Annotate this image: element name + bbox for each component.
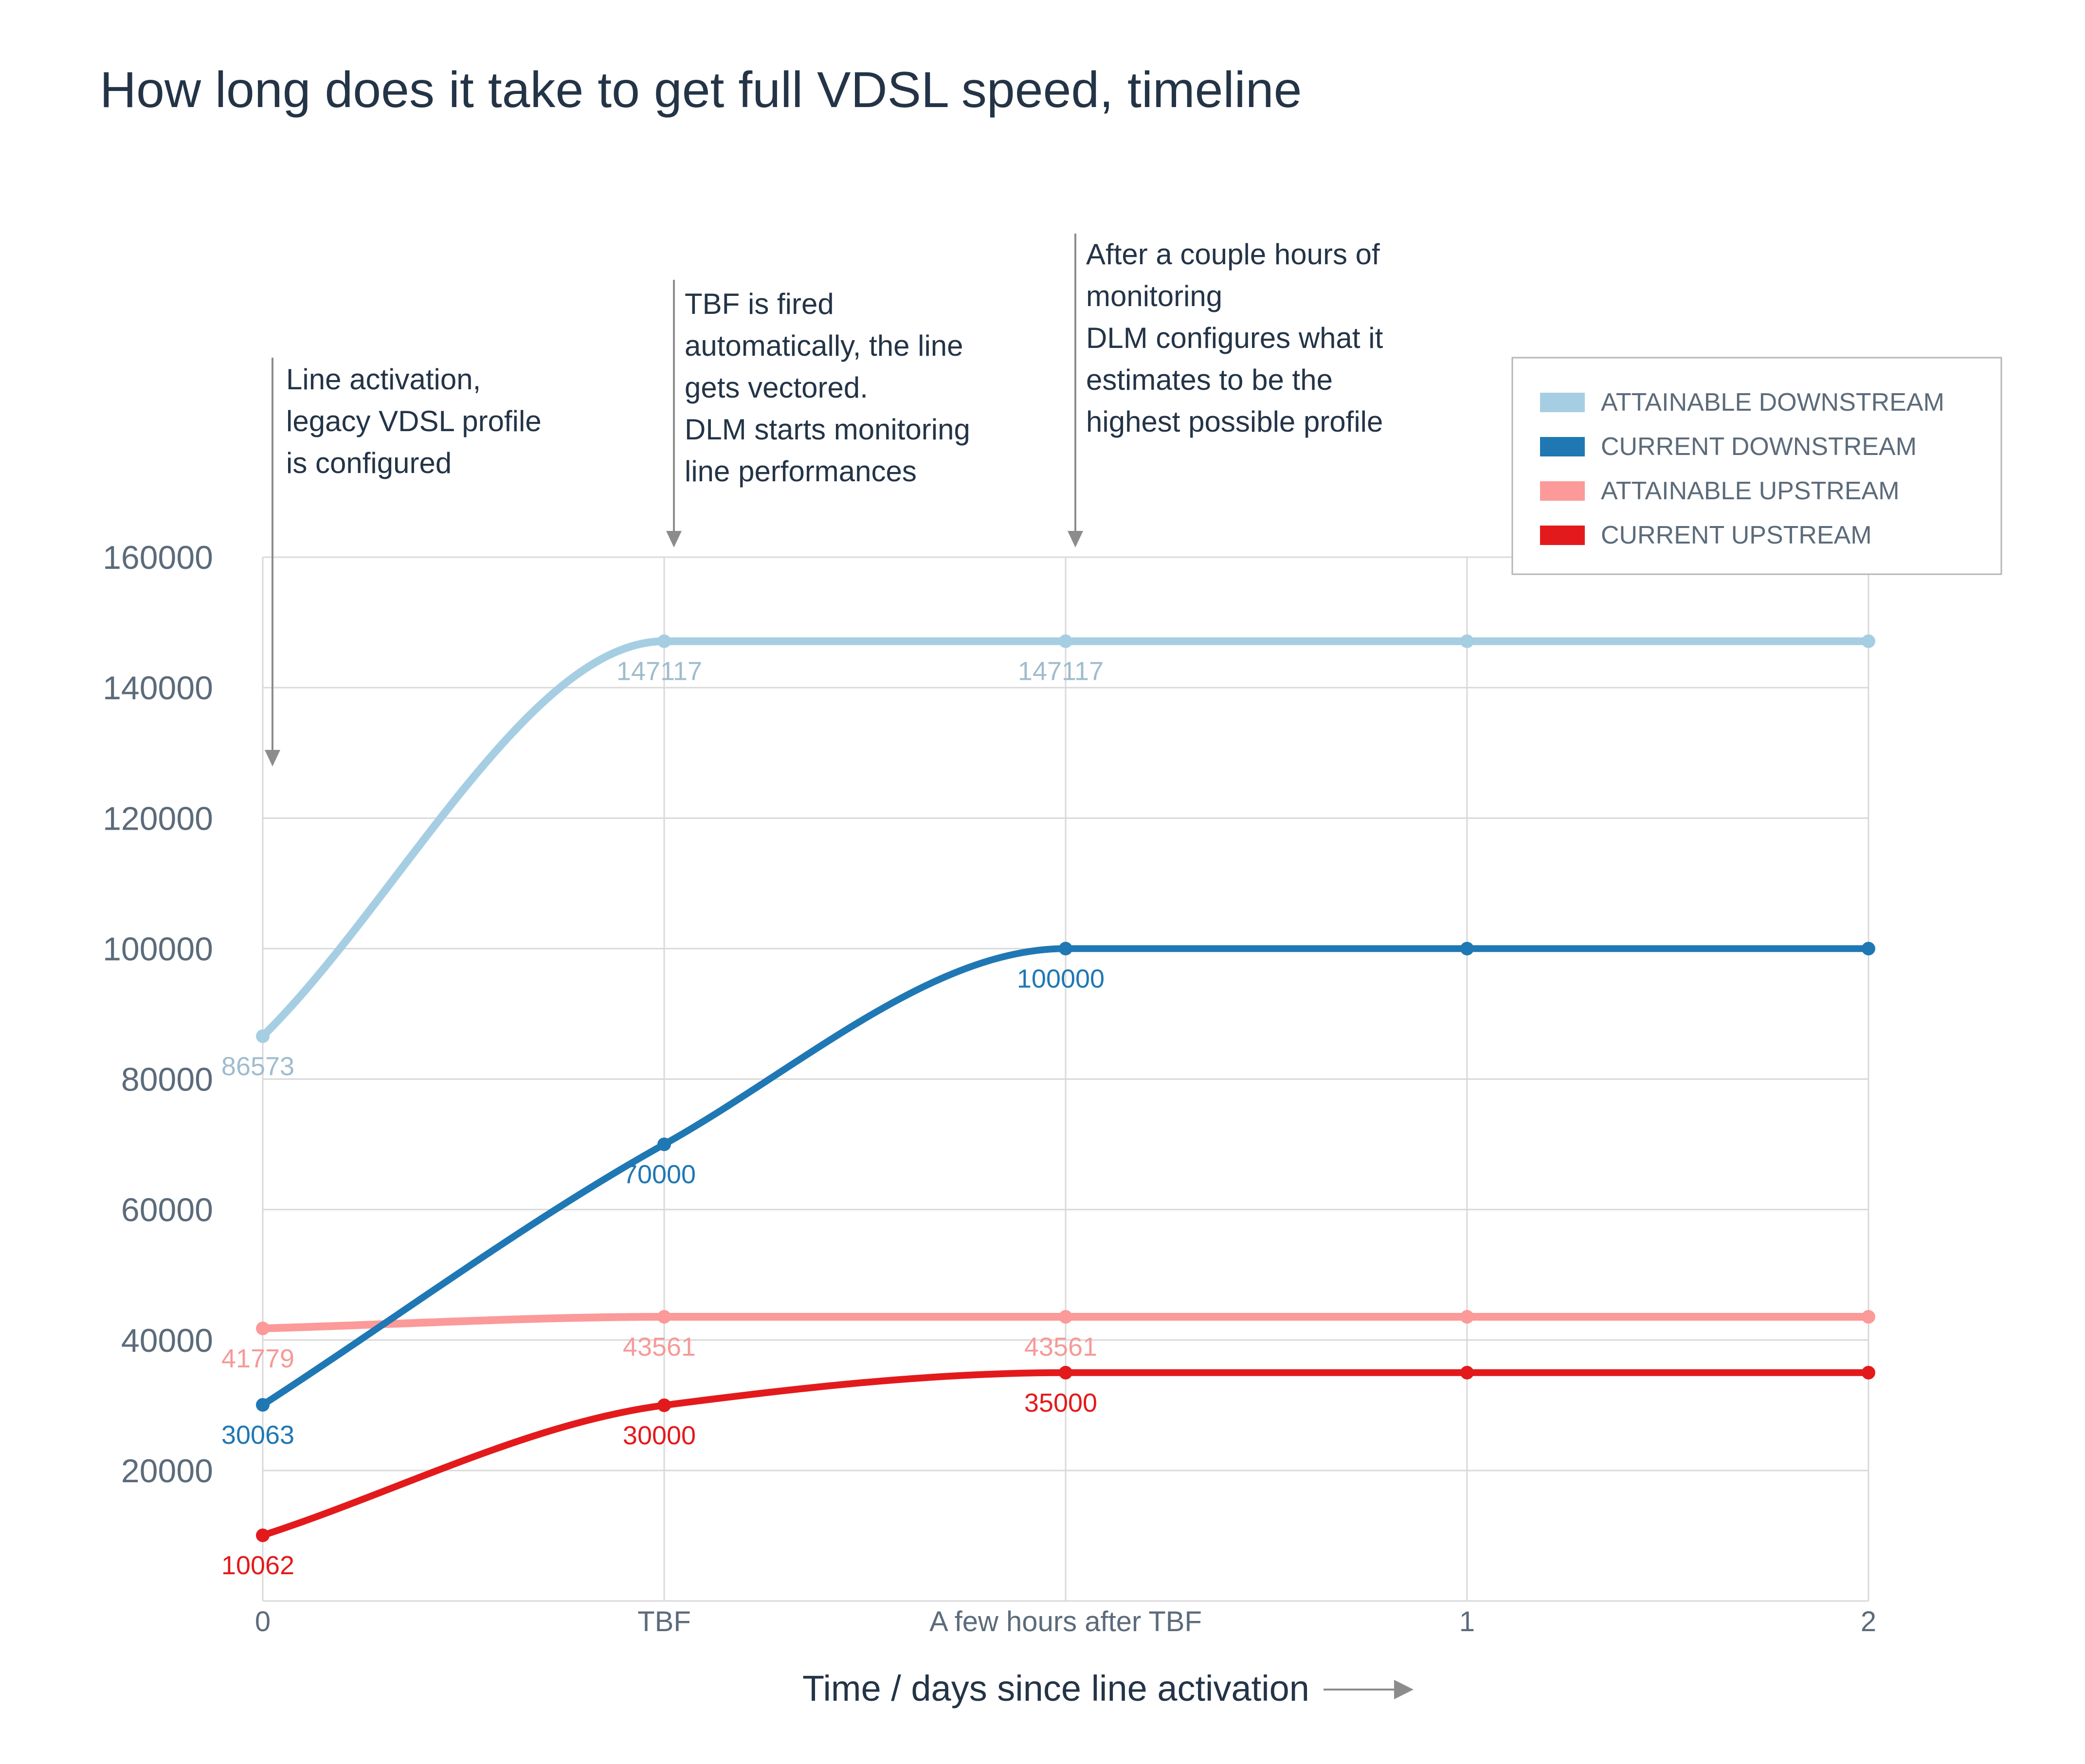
data-point-current-upstream bbox=[1059, 1365, 1072, 1380]
annotation-arrow-head bbox=[666, 531, 682, 547]
x-tick-label-a-few-hours-after-tbf: A few hours after TBF bbox=[929, 1606, 1202, 1637]
annotation-text: monitoring bbox=[1086, 280, 1222, 312]
data-point-attainable-downstream bbox=[657, 634, 671, 648]
chart-title: How long does it take to get full VDSL s… bbox=[100, 62, 1302, 118]
data-label-current-upstream: 35000 bbox=[1024, 1388, 1097, 1418]
data-point-attainable-upstream bbox=[1862, 1310, 1875, 1324]
annotation-arrow-head bbox=[265, 750, 280, 766]
data-point-current-downstream bbox=[1862, 942, 1875, 956]
x-axis-arrow-head bbox=[1394, 1680, 1414, 1699]
data-point-current-upstream bbox=[657, 1398, 671, 1412]
data-point-attainable-upstream bbox=[657, 1310, 671, 1324]
x-axis: 0 TBF A few hours after TBF 1 2 bbox=[255, 1606, 1876, 1637]
legend-label-current-downstream: CURRENT DOWNSTREAM bbox=[1601, 433, 1917, 461]
x-tick-label-1: 1 bbox=[1459, 1606, 1475, 1637]
data-point-attainable-upstream bbox=[256, 1321, 270, 1335]
legend-box bbox=[1511, 357, 2002, 575]
y-tick-label: 160000 bbox=[103, 539, 213, 576]
annotation-text: highest possible profile bbox=[1086, 405, 1383, 438]
x-tick-label-tbf: TBF bbox=[637, 1606, 691, 1637]
data-label-current-downstream: 70000 bbox=[623, 1160, 696, 1189]
data-point-attainable-upstream bbox=[1460, 1310, 1474, 1324]
data-point-current-downstream bbox=[1059, 942, 1072, 956]
data-label-attainable-upstream: 43561 bbox=[1024, 1332, 1097, 1362]
data-label-current-downstream: 30063 bbox=[221, 1420, 294, 1450]
annotation-text: gets vectored. bbox=[685, 371, 868, 404]
data-label-attainable-upstream: 41779 bbox=[221, 1344, 294, 1373]
legend-label-attainable-upstream: ATTAINABLE UPSTREAM bbox=[1601, 477, 1900, 505]
data-label-attainable-upstream: 43561 bbox=[623, 1332, 696, 1362]
legend-label-attainable-downstream: ATTAINABLE DOWNSTREAM bbox=[1601, 388, 1944, 417]
legend-swatch-current-downstream bbox=[1540, 437, 1585, 456]
data-point-attainable-downstream bbox=[1862, 634, 1875, 648]
y-tick-label: 80000 bbox=[121, 1061, 213, 1098]
x-axis-title-group: Time / days since line activation bbox=[802, 1668, 1414, 1709]
annotation-text: line performances bbox=[685, 455, 917, 488]
data-point-current-upstream bbox=[1460, 1365, 1474, 1380]
data-point-attainable-downstream bbox=[1460, 634, 1474, 648]
data-point-current-downstream bbox=[657, 1137, 671, 1151]
y-tick-label: 120000 bbox=[103, 800, 213, 837]
legend-swatch-attainable-upstream bbox=[1540, 481, 1585, 501]
series-line-current-downstream bbox=[259, 945, 1872, 1408]
series-points bbox=[256, 634, 1875, 1543]
data-label-attainable-downstream: 147117 bbox=[616, 657, 702, 686]
data-point-attainable-downstream bbox=[256, 1029, 270, 1043]
data-label-current-upstream: 30000 bbox=[623, 1421, 696, 1450]
y-axis: 20000 40000 60000 80000 100000 120000 140000 16… bbox=[103, 539, 213, 1490]
annotation-text: legacy VDSL profile bbox=[286, 405, 542, 437]
y-tick-label: 100000 bbox=[103, 930, 213, 967]
annotation-text: is configured bbox=[286, 447, 452, 479]
data-label-attainable-downstream: 147117 bbox=[1018, 657, 1104, 686]
data-point-current-downstream bbox=[1460, 942, 1474, 956]
x-axis-title: Time / days since line activation bbox=[802, 1668, 1309, 1709]
data-label-attainable-downstream: 86573 bbox=[221, 1052, 294, 1081]
data-point-current-upstream bbox=[256, 1528, 270, 1543]
data-label-current-upstream: 10062 bbox=[221, 1551, 294, 1580]
annotation-text: DLM configures what it bbox=[1086, 322, 1383, 354]
data-point-attainable-downstream bbox=[1059, 634, 1072, 648]
data-point-current-downstream bbox=[256, 1398, 270, 1412]
annotation-text: Line activation, bbox=[286, 363, 481, 396]
annotation-text: TBF is fired bbox=[685, 288, 834, 320]
y-tick-label: 140000 bbox=[103, 670, 213, 707]
annotation-arrow-head bbox=[1068, 531, 1083, 547]
annotation-text: estimates to be the bbox=[1086, 364, 1333, 396]
y-tick-label: 20000 bbox=[121, 1453, 213, 1490]
data-point-current-upstream bbox=[1862, 1365, 1875, 1380]
annotations: Line activation, legacy VDSL profile is co… bbox=[265, 234, 1383, 766]
legend-swatch-attainable-downstream bbox=[1540, 393, 1585, 412]
data-labels: 86573 147117 147117 41779 43561 43561 30063 700… bbox=[221, 657, 1105, 1580]
series-line-attainable-downstream bbox=[259, 637, 1872, 1040]
legend-label-current-upstream: CURRENT UPSTREAM bbox=[1601, 521, 1872, 549]
legend: ATTAINABLE DOWNSTREAM CURRENT DOWNSTREAM A… bbox=[1511, 357, 2002, 575]
annotation-text: After a couple hours of bbox=[1086, 238, 1380, 271]
x-tick-label-0: 0 bbox=[255, 1606, 271, 1637]
data-point-attainable-upstream bbox=[1059, 1310, 1072, 1324]
y-tick-label: 60000 bbox=[121, 1192, 213, 1229]
x-tick-label-2: 2 bbox=[1861, 1606, 1876, 1637]
annotation-text: automatically, the line bbox=[685, 329, 963, 362]
annotation-text: DLM starts monitoring bbox=[685, 413, 970, 446]
y-tick-label: 40000 bbox=[121, 1322, 213, 1359]
data-label-current-downstream: 100000 bbox=[1017, 964, 1105, 993]
legend-swatch-current-upstream bbox=[1540, 526, 1585, 545]
